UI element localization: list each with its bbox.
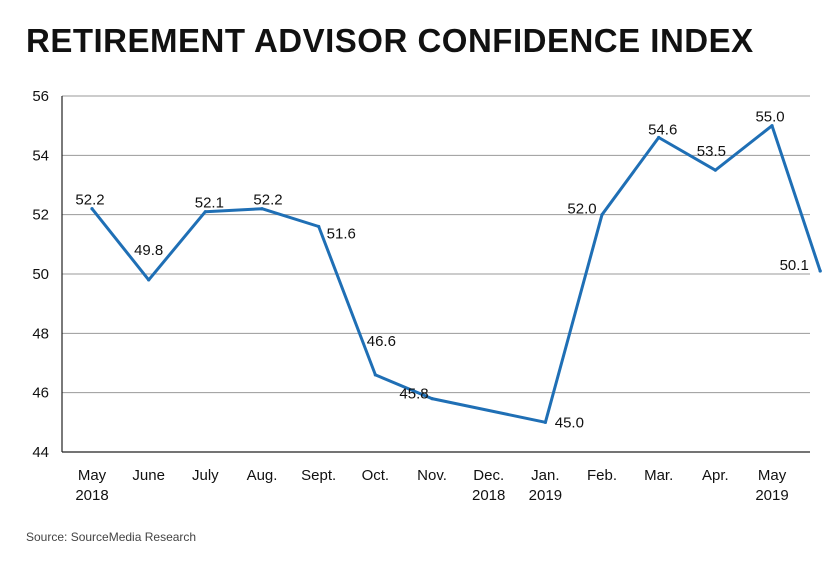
- source-note: Source: SourceMedia Research: [26, 530, 197, 544]
- x-tick-label: Feb.: [587, 467, 617, 484]
- x-tick-label: Dec.: [473, 467, 504, 484]
- data-label: 54.6: [648, 122, 677, 139]
- x-tick-label: July: [192, 467, 219, 484]
- x-tick-label: May: [78, 467, 107, 484]
- data-point: [373, 373, 377, 377]
- data-labels: 52.2 49.8 52.1 52.2 51.6 46.6 45.8 45.0 52.0 54.6…: [75, 109, 808, 432]
- x-tick-label: 2019: [529, 487, 562, 504]
- data-point: [543, 420, 547, 424]
- gridlines: [62, 95, 810, 394]
- data-label: 49.8: [134, 242, 163, 259]
- x-tick-label: May: [758, 467, 787, 484]
- data-label: 45.8: [399, 386, 428, 403]
- y-tick-label: 54: [32, 147, 49, 164]
- x-tick-label: 2018: [75, 487, 108, 504]
- data-point: [317, 224, 321, 229]
- axes: [61, 96, 810, 453]
- data-point: [770, 124, 774, 128]
- data-label: 52.0: [567, 201, 596, 218]
- data-point: [713, 168, 717, 172]
- data-label: 52.2: [75, 192, 104, 209]
- x-tick-label: Sept.: [301, 467, 336, 484]
- x-tick-label: 2019: [755, 487, 788, 504]
- x-tick-label: Nov.: [417, 467, 447, 484]
- data-point: [203, 210, 207, 214]
- data-label: 55.0: [755, 109, 784, 126]
- y-tick-label: 50: [32, 266, 49, 283]
- data-label: 45.0: [555, 414, 584, 431]
- chart-title: RETIREMENT ADVISOR CONFIDENCE INDEX: [26, 22, 754, 59]
- y-tick-label: 46: [32, 385, 49, 402]
- data-label: 51.6: [327, 226, 356, 243]
- x-tick-label: Mar.: [644, 467, 673, 484]
- data-label: 50.1: [780, 257, 809, 274]
- x-tick-label: 2018: [472, 487, 505, 504]
- x-tick-label: Apr.: [702, 467, 729, 484]
- data-label: 53.5: [697, 143, 726, 160]
- y-tick-label: 56: [32, 88, 49, 105]
- data-point: [260, 207, 264, 211]
- y-tick-label: 44: [32, 444, 49, 461]
- x-tick-labels: May 2018 June July Aug. Sept. Oct. Nov. Dec. 2018…: [75, 467, 788, 504]
- data-label: 46.6: [367, 333, 396, 350]
- x-tick-label: Oct.: [362, 467, 390, 484]
- y-tick-labels: 44 46 48 50 52 54 56: [32, 88, 49, 461]
- data-point: [430, 397, 434, 401]
- series: [90, 124, 822, 424]
- data-point: [147, 278, 151, 282]
- y-tick-label: 52: [32, 207, 49, 224]
- data-point: [90, 207, 94, 211]
- data-point: [657, 135, 661, 140]
- data-point: [600, 213, 604, 217]
- y-tick-label: 48: [32, 325, 49, 342]
- x-tick-label: Jan.: [531, 467, 559, 484]
- data-label: 52.2: [253, 192, 282, 209]
- x-tick-label: Aug.: [247, 467, 278, 484]
- data-point: [818, 269, 822, 273]
- data-label: 52.1: [195, 195, 224, 212]
- x-tick-label: June: [132, 467, 165, 484]
